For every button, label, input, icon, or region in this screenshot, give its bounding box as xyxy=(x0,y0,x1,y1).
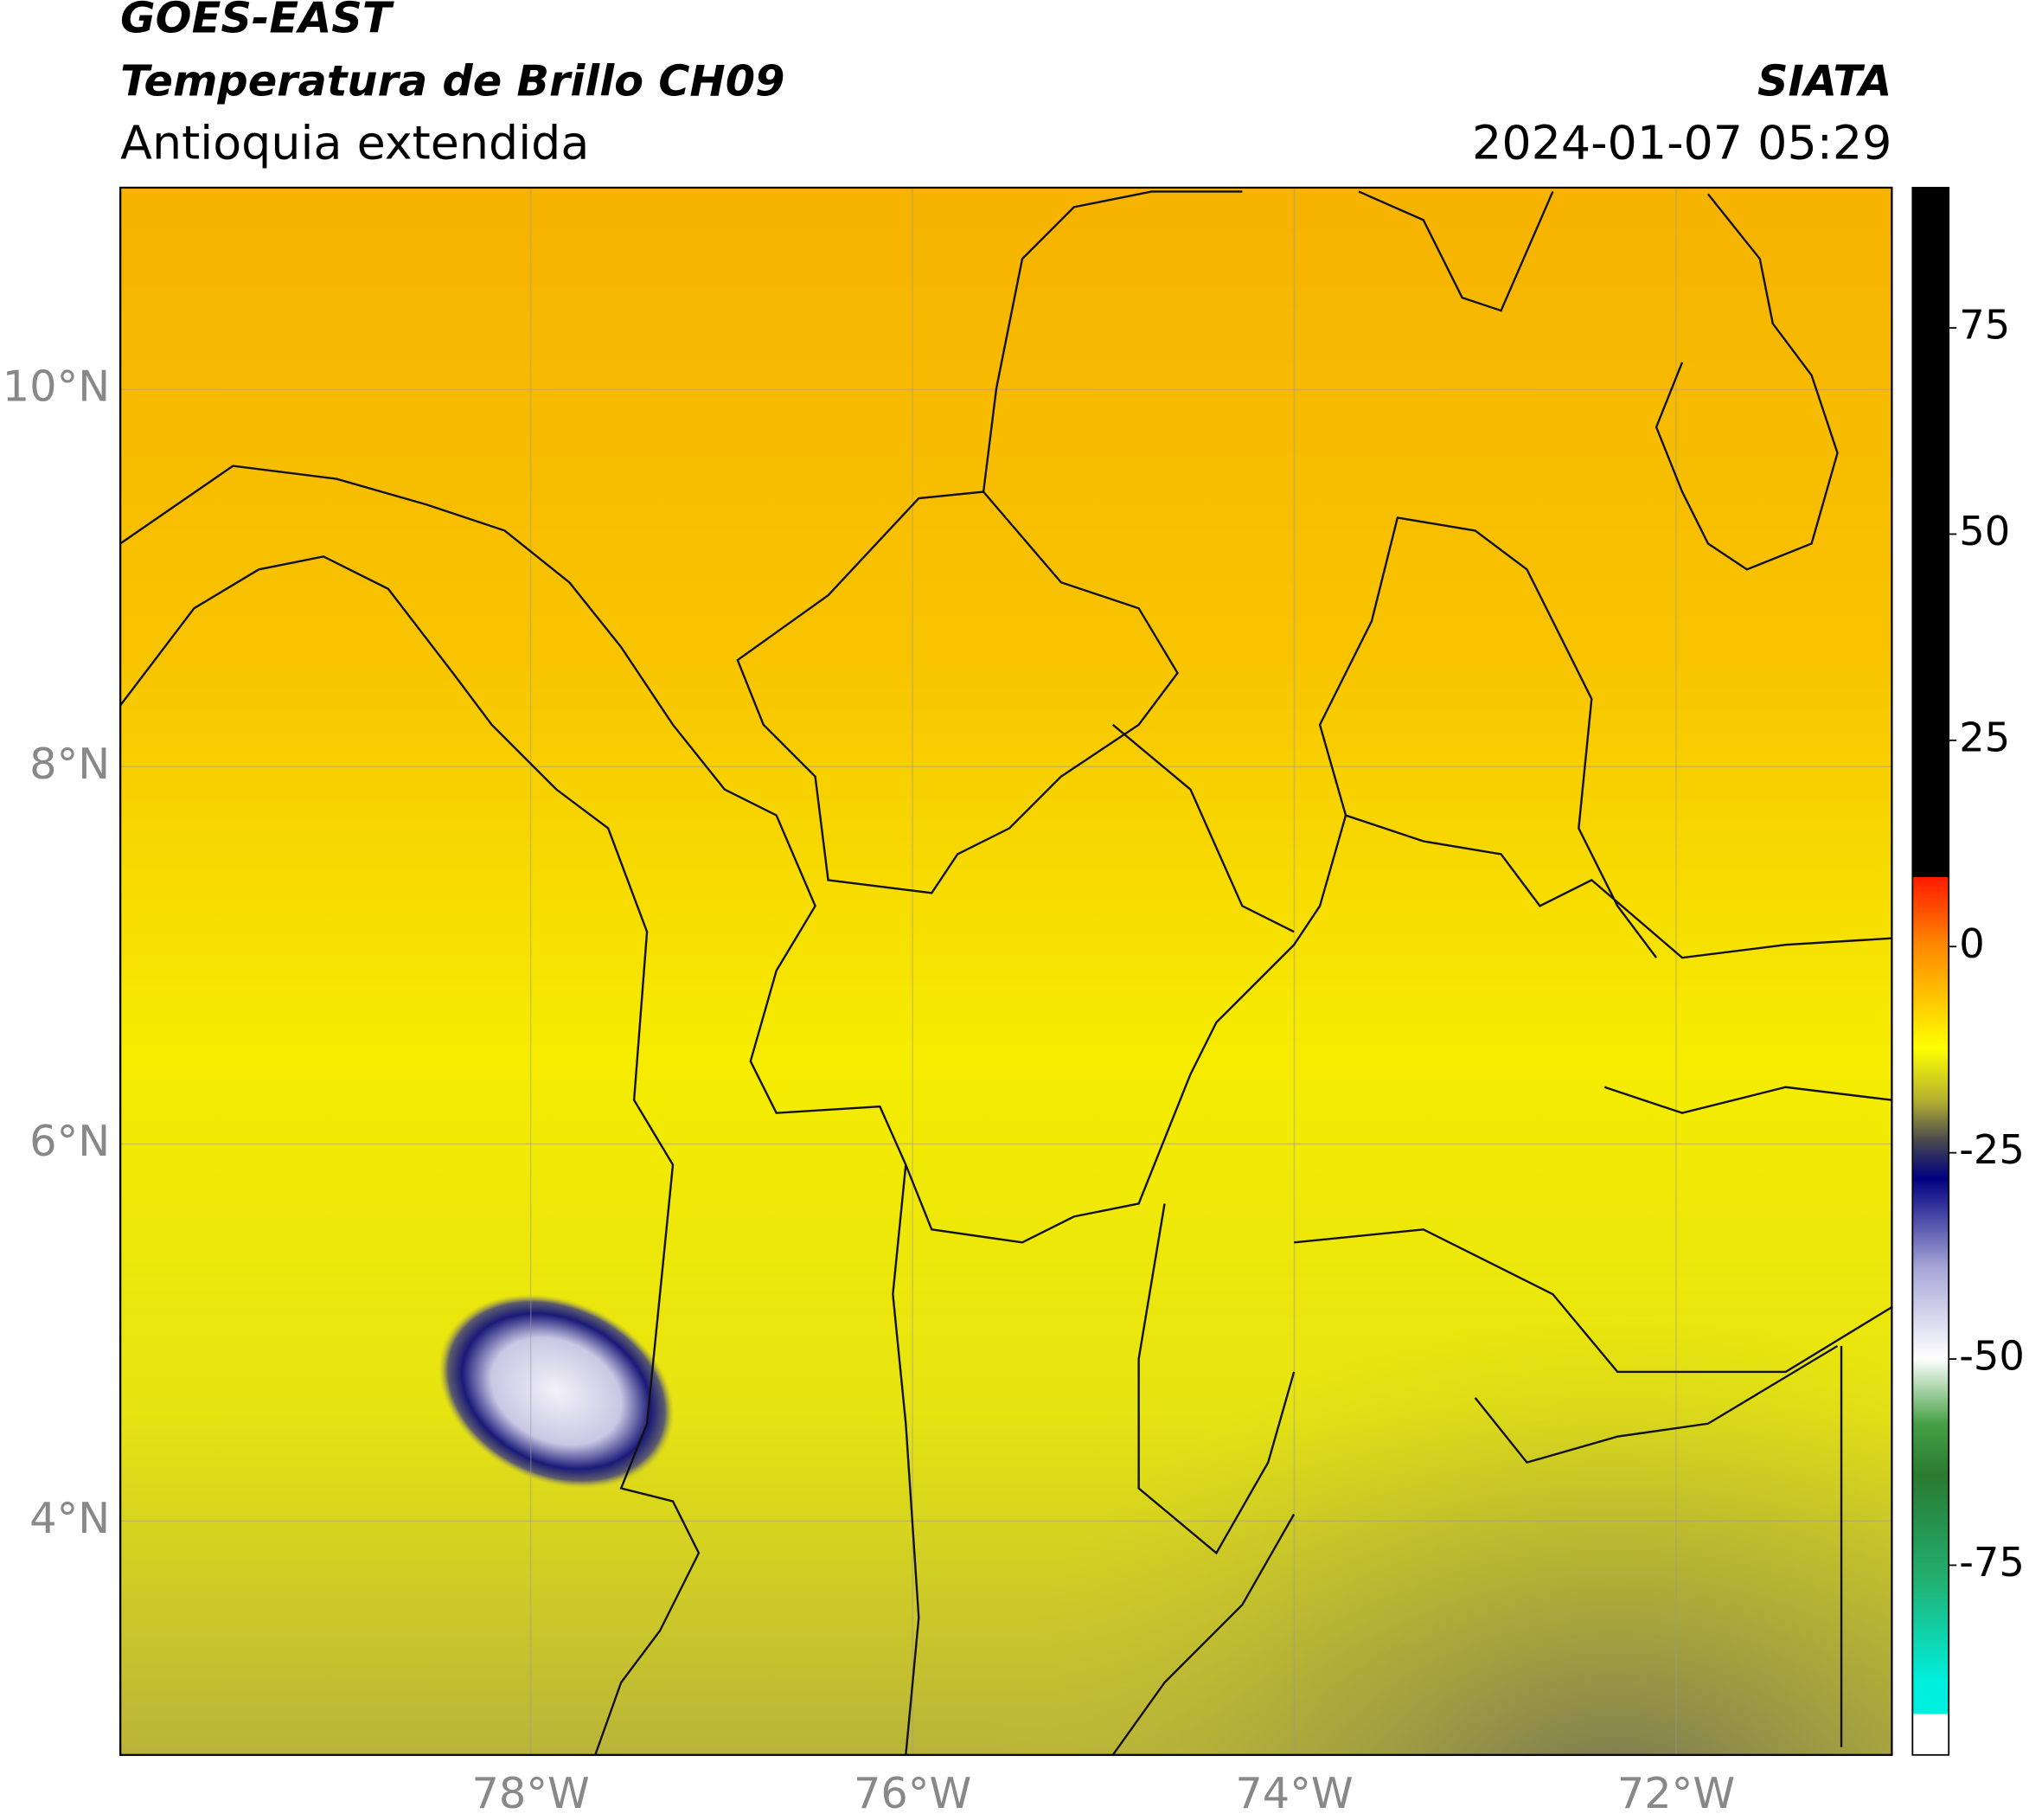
colorbar xyxy=(1911,187,1950,1756)
colorbar-tick-label: -50 xyxy=(1959,1333,2025,1380)
region: Antioquia extendida xyxy=(120,116,589,170)
x-tick-label: 74°W xyxy=(1235,1768,1353,1817)
borders xyxy=(120,190,1892,1755)
map-frame xyxy=(119,186,1893,1756)
x-tick-label: 76°W xyxy=(854,1768,971,1817)
x-tick-label: 78°W xyxy=(472,1768,590,1817)
grid xyxy=(120,187,1892,1755)
colorbar-tick-label: 50 xyxy=(1959,508,2010,554)
y-tick-label: 10°N xyxy=(3,362,110,412)
colorbar-tick-label: -75 xyxy=(1959,1539,2025,1586)
colorbar-tick-label: -25 xyxy=(1959,1126,2025,1173)
title: GOES-EAST xyxy=(120,0,394,42)
source: SIATA xyxy=(1757,56,1891,106)
y-tick-label: 8°N xyxy=(29,739,110,789)
datetime: 2024-01-07 05:29 xyxy=(1472,116,1891,170)
x-tick-label: 72°W xyxy=(1617,1768,1735,1817)
colorbar-tick-label: 75 xyxy=(1959,302,2010,349)
convective-cloud xyxy=(438,1294,675,1489)
y-tick-label: 4°N xyxy=(29,1493,110,1543)
ticks: 78°W 76°W 74°W 72°W 4°N 6°N 8°N 10°N 75 50 25 0 -25 -… xyxy=(3,302,2025,1819)
map xyxy=(120,187,1892,1755)
colorbar-tick-label: 0 xyxy=(1959,920,1985,967)
y-tick-label: 6°N xyxy=(29,1116,110,1166)
colorbar-tick-label: 25 xyxy=(1959,714,2010,760)
subtitle: Temperatura de Brillo CH09 xyxy=(120,56,784,106)
cold-region xyxy=(776,906,1892,1755)
